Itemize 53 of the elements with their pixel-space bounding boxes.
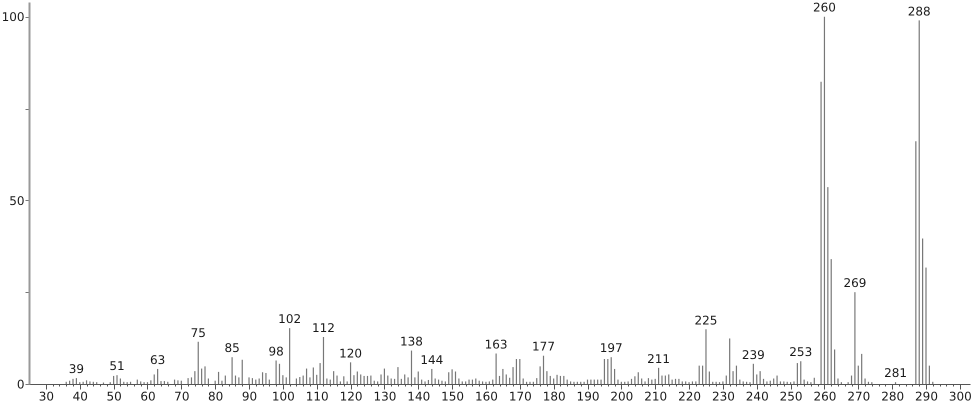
y-tick-label: 0: [16, 378, 24, 392]
x-tick-label: 230: [712, 390, 735, 404]
annotation: 120: [339, 346, 362, 360]
x-tick-label: 150: [441, 390, 464, 404]
annotation: 260: [812, 0, 836, 15]
annotation: 98: [268, 344, 284, 358]
y-tick-label: 100: [2, 10, 24, 24]
annotation: 163: [484, 338, 508, 352]
x-tick-label: 160: [475, 390, 498, 404]
x-tick-label: 40: [72, 390, 88, 404]
annotation: 288: [908, 4, 931, 18]
annotation: 75: [190, 326, 206, 340]
x-tick-label: 290: [915, 390, 938, 404]
x-tick-label: 30: [38, 390, 54, 404]
y-tick-label: 50: [9, 194, 24, 208]
x-tick-label: 200: [610, 390, 634, 404]
x-tick-label: 170: [508, 390, 532, 404]
x-tick-label: 220: [678, 390, 702, 404]
annotation: 63: [150, 352, 166, 367]
x-tick-label: 120: [340, 390, 363, 404]
annotation: 225: [694, 313, 718, 328]
x-tick-label: 260: [813, 390, 836, 404]
annotation: 144: [420, 352, 444, 367]
x-tick-label: 250: [780, 390, 803, 404]
x-tick-label: 60: [140, 390, 156, 404]
annotation: 51: [109, 359, 125, 374]
x-tick-label: 50: [106, 390, 122, 404]
x-tick-label: 280: [881, 390, 904, 404]
x-tick-label: 110: [306, 390, 329, 404]
x-tick-label: 100: [272, 390, 295, 404]
annotation: 177: [532, 340, 555, 354]
annotation: 211: [647, 352, 670, 366]
annotation: 85: [224, 341, 240, 356]
annotation: 112: [312, 320, 335, 335]
x-tick-label: 240: [746, 390, 769, 404]
x-tick-label: 210: [644, 390, 668, 404]
annotation: 39: [68, 362, 84, 376]
annotation: 269: [843, 276, 866, 290]
x-tick-label: 80: [208, 390, 224, 404]
x-tick-label: 300: [948, 390, 972, 404]
annotation: 281: [884, 366, 907, 380]
annotation: 197: [600, 341, 623, 356]
x-tick-label: 70: [174, 390, 190, 404]
x-tick-label: 90: [242, 390, 258, 404]
x-tick-label: 180: [542, 390, 566, 404]
annotation: 102: [278, 312, 302, 326]
x-tick-label: 270: [847, 390, 870, 404]
annotation: 253: [789, 345, 812, 360]
annotation: 138: [400, 334, 423, 349]
x-tick-label: 190: [576, 390, 600, 404]
x-tick-label: 140: [407, 390, 430, 404]
annotation: 239: [742, 348, 765, 362]
x-tick-label: 130: [373, 390, 396, 404]
